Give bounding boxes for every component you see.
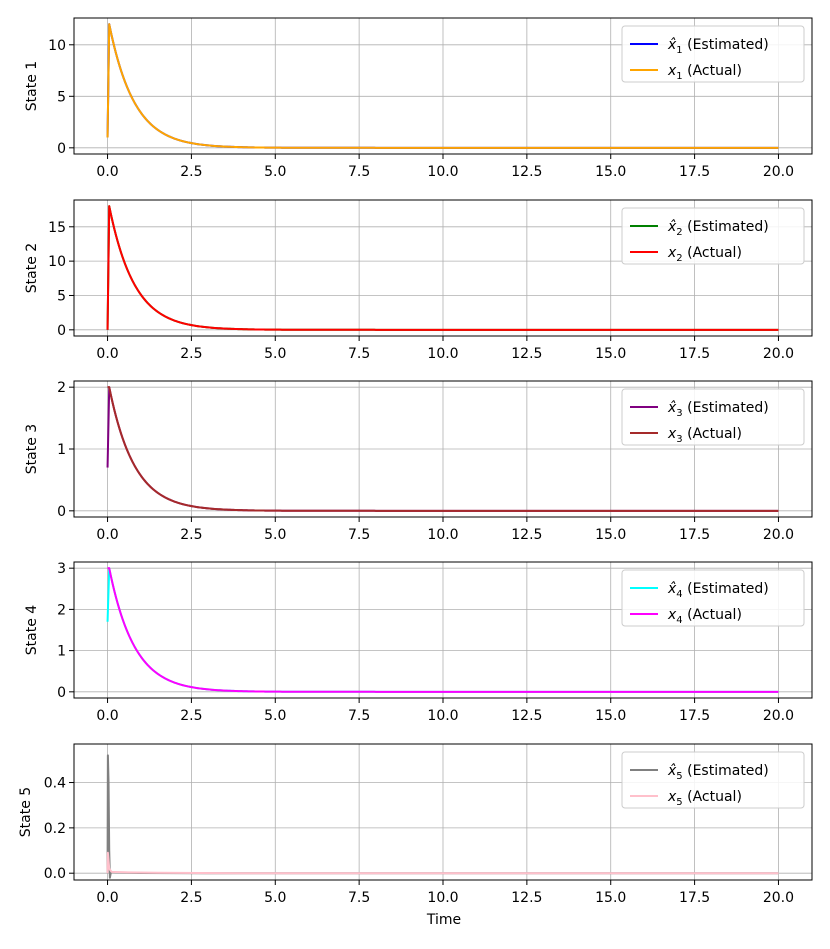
panel-1: 0.0 2.5 5.0 7.5 10.0 12.5 15.0 17.5 20.0 0 5 10 Stat… [24,17,813,180]
legend-label-1-estimated: x̂1 (Estimated) [667,37,769,56]
y-tick-label: 0 [57,685,66,701]
x-tick-label: 2.5 [180,890,202,906]
legend-label-5-estimated: x̂5 (Estimated) [667,763,769,782]
y-tick-label: 0 [57,504,66,520]
legend-box [621,751,805,809]
legend: x̂5 (Estimated) x5 (Actual) [621,751,805,809]
x-tick-label: 12.5 [511,527,542,543]
y-tick-label: 1 [57,442,66,458]
legend-label-1-actual: x1 (Actual) [667,63,742,82]
y-tick-label: 5 [57,288,66,304]
x-tick-label: 12.5 [511,890,542,906]
y-axis-label: State 3 [24,424,40,474]
y-axis-label: State 1 [24,61,40,111]
panel-2: 0.0 2.5 5.0 7.5 10.0 12.5 15.0 17.5 20.0 0 5 10 15 St… [24,199,813,362]
series-line-3-actual [107,386,779,512]
x-tick-label: 0.0 [96,890,118,906]
x-tick-label: 17.5 [679,164,710,180]
panel-3: 0.0 2.5 5.0 7.5 10.0 12.5 15.0 17.5 20.0 0 1 2 State… [24,380,813,543]
legend-label-3-actual: x3 (Actual) [667,426,742,445]
y-axis-label: State 5 [18,787,34,837]
x-tick-label: 15.0 [595,346,626,362]
legend-box [621,388,805,446]
x-tick-label: 5.0 [264,890,286,906]
legend-label-4-actual: x4 (Actual) [667,607,742,626]
x-tick-label: 17.5 [679,527,710,543]
x-tick-label: 12.5 [511,164,542,180]
y-axis-label: State 4 [24,605,40,656]
legend-box [621,207,805,265]
legend-box [621,569,805,627]
legend: x̂3 (Estimated) x3 (Actual) [621,388,805,446]
legend: x̂1 (Estimated) x1 (Actual) [621,25,805,83]
series-line-2-actual [106,205,779,331]
x-tick-label: 15.0 [595,890,626,906]
legend: x̂4 (Estimated) x4 (Actual) [621,569,805,627]
x-tick-label: 7.5 [348,346,370,362]
x-tick-label: 17.5 [679,346,710,362]
x-tick-label: 15.0 [595,164,626,180]
x-tick-label: 15.0 [595,527,626,543]
series-line-5-actual [106,851,779,875]
series-line-1-actual [106,23,779,149]
y-tick-label: 2 [57,380,66,396]
x-tick-label: 17.5 [679,708,710,724]
x-tick-label: 10.0 [427,527,458,543]
x-tick-label: 17.5 [679,890,710,906]
x-tick-label: 0.0 [96,527,118,543]
x-tick-label: 2.5 [180,708,202,724]
x-tick-label: 12.5 [511,346,542,362]
legend-label-5-actual: x5 (Actual) [667,789,742,808]
x-tick-label: 20.0 [763,346,794,362]
y-tick-label: 1 [57,644,66,660]
x-tick-label: 20.0 [763,527,794,543]
y-tick-label: 5 [57,89,66,105]
y-tick-label: 15 [48,220,66,236]
x-tick-label: 20.0 [763,890,794,906]
y-tick-label: 0 [57,141,66,157]
x-tick-label: 5.0 [264,164,286,180]
y-tick-label: 10 [48,254,66,270]
x-tick-label: 5.0 [264,708,286,724]
x-tick-label: 12.5 [511,708,542,724]
legend: x̂2 (Estimated) x2 (Actual) [621,207,805,265]
x-tick-label: 7.5 [348,890,370,906]
legend-label-3-estimated: x̂3 (Estimated) [667,400,769,419]
x-tick-label: 10.0 [427,346,458,362]
y-tick-label: 3 [57,561,66,577]
y-tick-label: 0 [57,323,66,339]
x-tick-label: 15.0 [595,708,626,724]
x-tick-label: 7.5 [348,708,370,724]
y-tick-label: 10 [48,38,66,54]
x-tick-label: 2.5 [180,346,202,362]
x-tick-label: 7.5 [348,527,370,543]
legend-label-4-estimated: x̂4 (Estimated) [667,581,769,600]
x-tick-label: 0.0 [96,708,118,724]
y-tick-label: 2 [57,602,66,618]
x-tick-label: 2.5 [180,527,202,543]
y-tick-label: 0.2 [44,821,66,837]
x-tick-label: 7.5 [348,164,370,180]
legend-box [621,25,805,83]
x-tick-label: 10.0 [427,890,458,906]
x-tick-label: 10.0 [427,164,458,180]
x-tick-label: 10.0 [427,708,458,724]
legend-label-2-estimated: x̂2 (Estimated) [667,219,769,238]
x-axis-label: Time [426,912,461,928]
x-tick-label: 20.0 [763,164,794,180]
y-tick-label: 0.4 [44,776,66,792]
x-tick-label: 0.0 [96,164,118,180]
y-axis-label: State 2 [24,243,40,293]
series-line-4-actual [107,567,779,693]
x-tick-label: 0.0 [96,346,118,362]
x-tick-label: 5.0 [264,527,286,543]
x-tick-label: 5.0 [264,346,286,362]
y-tick-label: 0.0 [44,866,66,882]
x-tick-label: 20.0 [763,708,794,724]
panel-4: 0.0 2.5 5.0 7.5 10.0 12.5 15.0 17.5 20.0 0 1 2 3 Stat… [24,561,813,724]
panel-5: 0.0 2.5 5.0 7.5 10.0 12.5 15.0 17.5 20.0 0.0 0.2 0.… [18,743,813,906]
x-tick-label: 2.5 [180,164,202,180]
legend-label-2-actual: x2 (Actual) [667,245,742,264]
